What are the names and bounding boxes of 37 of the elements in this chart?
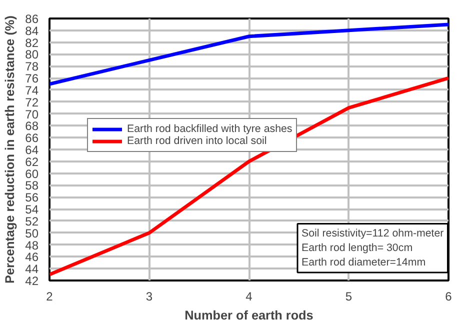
- y-tick-label: 52: [25, 214, 39, 228]
- y-tick-label: 50: [25, 226, 39, 240]
- y-tick-label: 68: [25, 119, 39, 134]
- x-tick-label: 4: [246, 290, 253, 304]
- annotation: Earth rod diameter=14mm: [302, 256, 426, 268]
- y-tick-label: 78: [25, 60, 39, 74]
- x-tick-label: 5: [345, 290, 352, 304]
- x-tick-label: 2: [46, 290, 54, 304]
- annotation: Soil resistivity=112 ohm-meter: [302, 228, 444, 240]
- line-series: [50, 22, 448, 86]
- y-tick-label: 42: [25, 274, 39, 288]
- y-tick-label: 62: [25, 154, 39, 169]
- x-tick-label: 3: [146, 290, 153, 304]
- x-axis-title: Number of earth rods: [184, 308, 314, 322]
- y-tick-label: 74: [25, 83, 39, 98]
- y-tick-label: 84: [25, 24, 39, 38]
- y-axis-title: Percentage reduction in earth resistance (%): [3, 16, 18, 284]
- y-tick-label: 86: [25, 12, 39, 26]
- y-tick-label: 80: [25, 48, 39, 62]
- y-tick-label: 56: [25, 190, 39, 205]
- x-tick-label: 6: [445, 290, 452, 304]
- y-tick-label: 72: [25, 95, 39, 110]
- legend-label: Earth rod backfilled with tyre ashes: [127, 123, 292, 135]
- legend-label: Earth rod driven into local soil: [127, 135, 267, 147]
- line-series: [50, 76, 448, 276]
- annotation: Earth rod length= 30cm: [302, 242, 413, 254]
- y-tick-label: 48: [25, 238, 39, 252]
- y-tick-label: 58: [25, 178, 39, 193]
- y-tick-label: 66: [25, 131, 39, 146]
- y-tick-label: 54: [25, 202, 39, 217]
- y-tick-label: 44: [25, 262, 39, 276]
- y-tick-label: 76: [25, 72, 39, 86]
- y-tick-label: 46: [25, 250, 39, 264]
- y-tick-label: 64: [25, 143, 39, 157]
- y-tick-label: 60: [25, 166, 39, 181]
- y-tick-label: 82: [25, 36, 39, 50]
- y-tick-label: 70: [25, 107, 39, 122]
